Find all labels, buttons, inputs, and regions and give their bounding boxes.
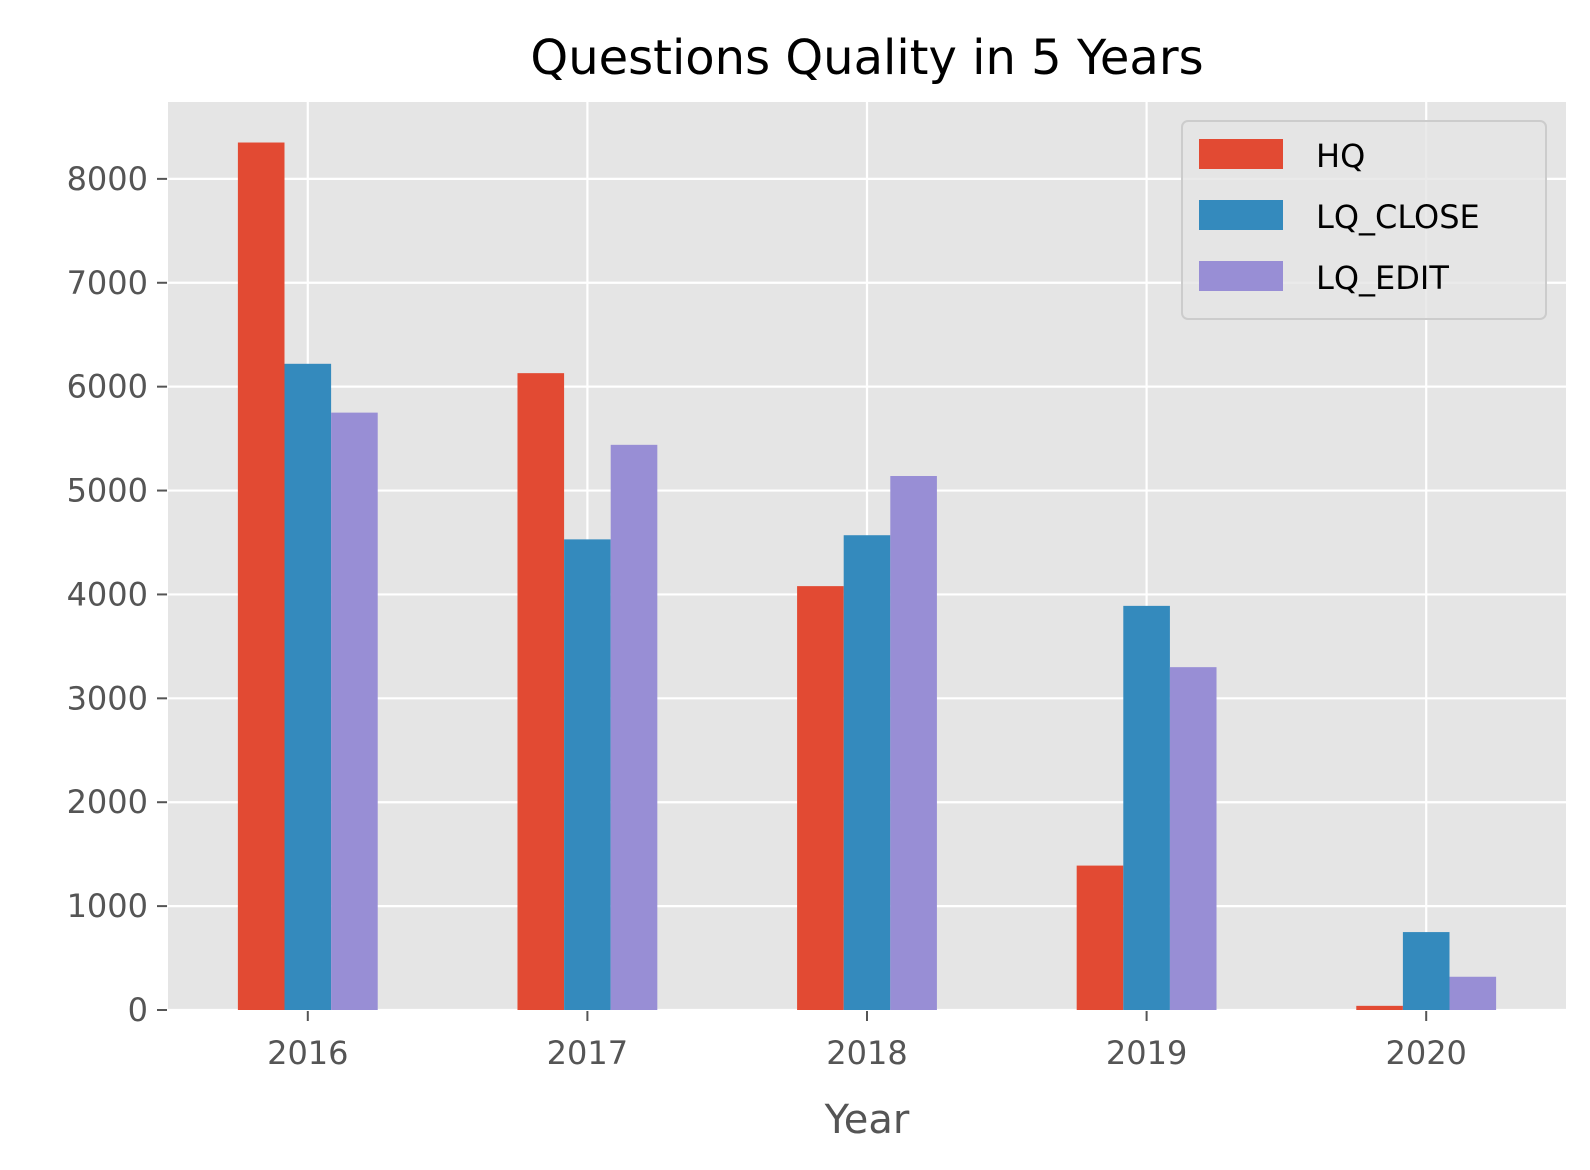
x-tick-label: 2018 <box>826 1034 907 1072</box>
y-tick-label: 2000 <box>67 783 148 821</box>
legend-swatch-lq-close <box>1199 200 1283 230</box>
y-tick-label: 5000 <box>67 472 148 510</box>
legend-label-lq-edit: LQ_EDIT <box>1316 259 1449 297</box>
bars <box>237 142 1497 1011</box>
chart-title: Questions Quality in 5 Years <box>530 30 1203 86</box>
y-tick-label: 4000 <box>67 575 148 613</box>
x-tick-label: 2017 <box>547 1034 628 1072</box>
y-tick-label: 8000 <box>67 160 148 198</box>
bar-lq-close-2017 <box>564 539 611 1010</box>
bar-lq-edit-2018 <box>890 476 937 1010</box>
legend-label-lq-close: LQ_CLOSE <box>1316 198 1480 236</box>
bar-lq-edit-2016 <box>331 412 378 1010</box>
bar-lq-close-2016 <box>284 363 332 1010</box>
y-tick-label: 1000 <box>67 887 148 925</box>
bar-lq-close-2019 <box>1123 605 1170 1010</box>
bar-lq-edit-2020 <box>1449 976 1497 1010</box>
bar-hq-2017 <box>517 373 565 1010</box>
bar-lq-edit-2017 <box>610 444 658 1010</box>
y-axis: 0 1000 2000 3000 4000 5000 6000 7000 8000 <box>67 160 167 1029</box>
x-tick-label: 2019 <box>1106 1034 1187 1072</box>
x-tick-label: 2020 <box>1385 1034 1466 1072</box>
x-tick-label: 2016 <box>267 1034 348 1072</box>
bar-lq-edit-2019 <box>1169 667 1217 1010</box>
x-axis: 2016 2017 2018 2019 2020 <box>267 1011 1467 1072</box>
y-tick-label: 7000 <box>67 264 148 302</box>
y-tick-label: 6000 <box>67 368 148 406</box>
legend-swatch-hq <box>1199 139 1283 169</box>
bar-hq-2020 <box>1356 1005 1403 1010</box>
legend: HQ LQ_CLOSE LQ_EDIT <box>1181 120 1547 320</box>
y-tick-label: 0 <box>128 991 148 1029</box>
x-axis-label: Year <box>824 1097 910 1143</box>
bar-hq-2018 <box>797 586 844 1010</box>
y-tick-label: 3000 <box>67 679 148 717</box>
legend-swatch-lq-edit <box>1199 261 1283 291</box>
bar-hq-2016 <box>237 142 285 1011</box>
bar-lq-close-2018 <box>843 535 891 1010</box>
bar-lq-close-2020 <box>1402 932 1450 1010</box>
legend-label-hq: HQ <box>1316 137 1365 175</box>
bar-hq-2019 <box>1076 865 1124 1010</box>
